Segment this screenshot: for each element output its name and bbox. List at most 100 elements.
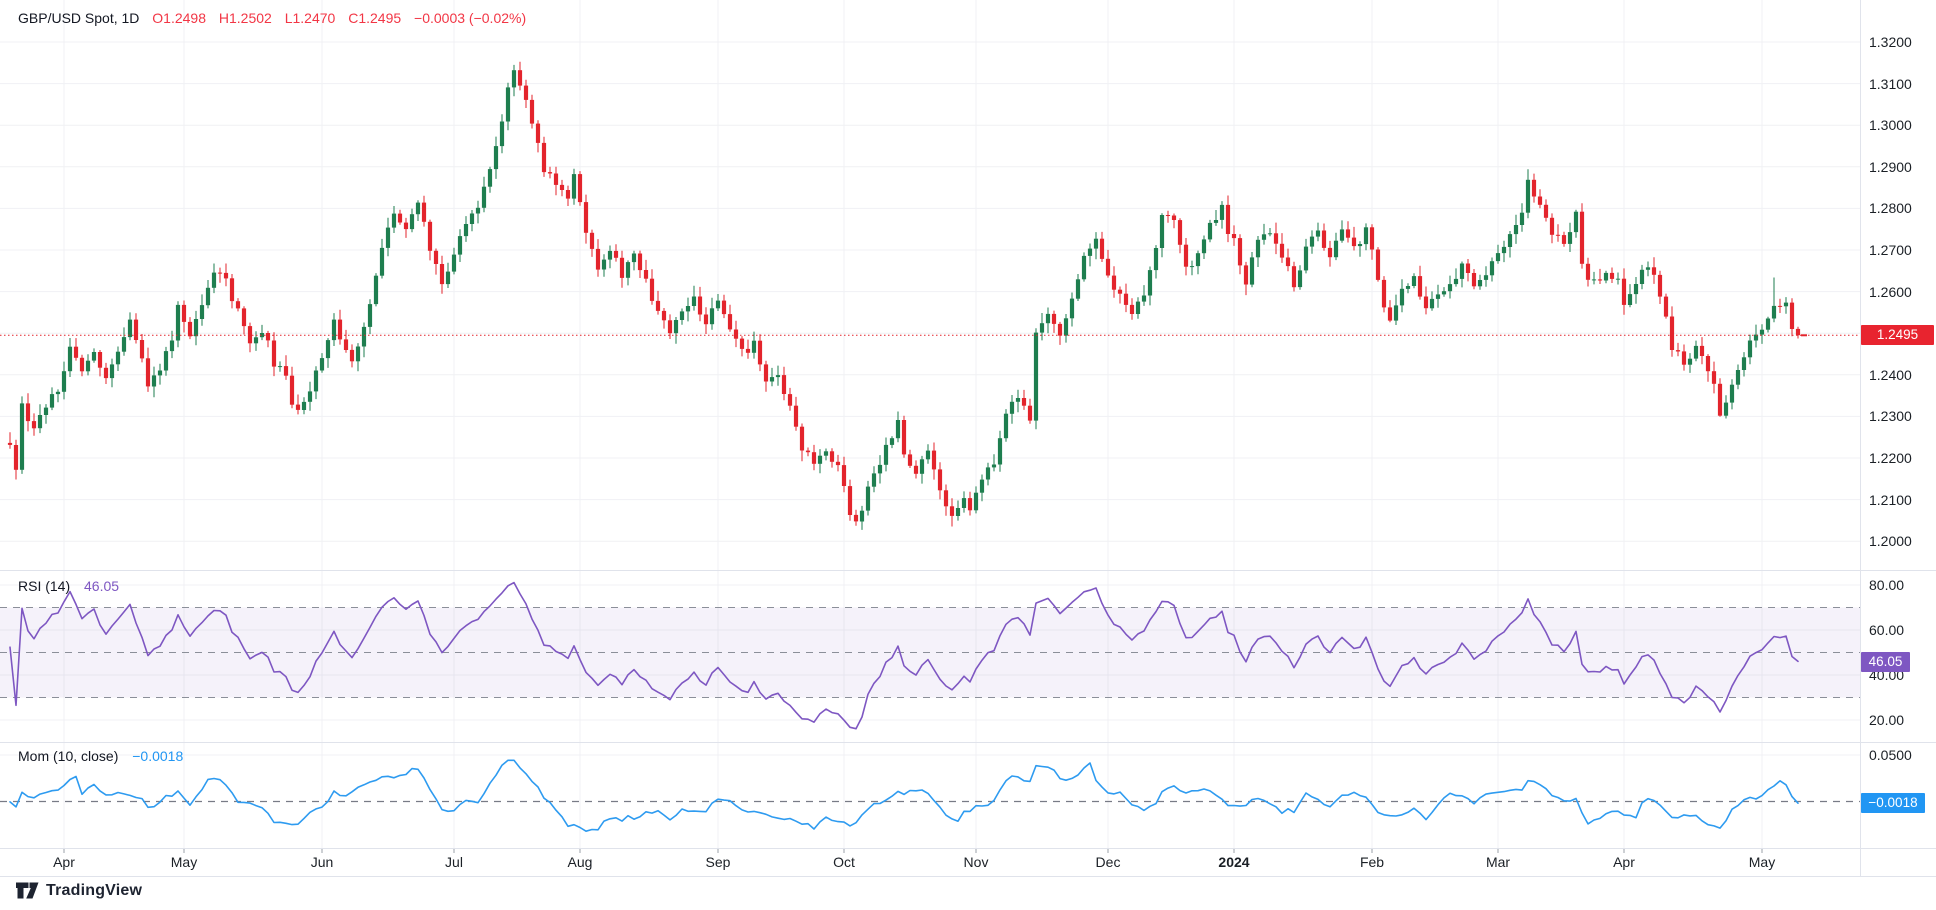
time-axis-label[interactable]: May [170,854,198,870]
candle-body [1171,215,1177,220]
time-axis-label[interactable]: Dec [1095,854,1121,870]
time-axis-label[interactable]: Aug [567,854,593,870]
candle-body [1573,211,1579,233]
candle-body [751,340,757,353]
time-axis-label[interactable]: May [1748,854,1776,870]
rsi-line [9,581,1799,730]
candle-body [367,304,373,327]
ohlc-close: C1.2495 [348,10,402,26]
candle-body [991,464,997,468]
candle-body [1777,305,1783,307]
price-axis-label: 1.2000 [1869,533,1912,550]
candle-body [1621,278,1627,305]
candle-body [1765,318,1771,330]
candle-body [19,403,25,470]
candle-body [1537,196,1543,205]
time-axis-label[interactable]: Nov [963,854,989,870]
candle-body [271,340,277,367]
candle-body [1267,233,1273,235]
tradingview-logo[interactable]: TradingView [16,881,142,900]
candle-body [715,300,721,309]
candle-body [1609,272,1615,279]
candle-body [79,357,85,372]
time-axis-label[interactable]: Jun [310,854,334,870]
candle-body [913,465,919,474]
rsi-legend[interactable]: RSI (14) 46.05 [18,578,119,594]
candle-body [1459,263,1465,279]
candle-body [1207,222,1213,240]
candle-body [373,275,379,305]
candle-body [1561,235,1567,244]
candle-body [1213,220,1219,223]
price-axis-label: 1.2100 [1869,491,1912,508]
candle-body [1027,405,1033,421]
candle-body [1585,263,1591,280]
candle-body [163,351,169,371]
time-axis-label[interactable]: Jul [445,854,463,870]
candle-body [547,172,553,174]
time-axis-label[interactable]: 2024 [1218,854,1250,870]
candle-body [1003,413,1009,439]
candle-body [193,319,199,337]
candle-body [1699,345,1705,356]
tradingview-logo-text: TradingView [46,881,143,899]
candle-body [709,308,715,325]
candle-body [871,473,877,487]
candle-body [1369,227,1375,250]
candle-body [1345,229,1351,238]
time-axis-label[interactable]: Oct [833,854,855,870]
candle-body [1411,276,1417,286]
candle-body [1339,229,1345,241]
candle-body [511,70,517,88]
candle-body [295,404,301,410]
candle-body [1519,212,1525,225]
candle-body [1483,275,1489,280]
candle-body [865,486,871,511]
candle-body [223,272,229,279]
candle-body [1315,230,1321,237]
candle-body [1099,238,1105,259]
candle-body [961,498,967,508]
candle-body [1189,266,1195,268]
candle-body [895,420,901,439]
time-axis-label[interactable]: Mar [1485,854,1511,870]
candle-body [631,253,637,263]
candle-body [985,467,991,480]
candle-body [1549,217,1555,235]
candle-body [1183,244,1189,267]
ohlc-low: L1.2470 [284,10,336,26]
candle-body [697,296,703,315]
time-axis-label[interactable]: Apr [53,854,75,870]
symbol-legend[interactable]: GBP/USD Spot, 1D O1.2498 H1.2502 L1.2470… [18,10,526,26]
candle-body [1753,334,1759,341]
candle-body [487,169,493,187]
candle-body [1447,284,1453,292]
candle-body [1063,318,1069,336]
candle-body [1243,265,1249,285]
candle-body [1477,280,1483,287]
candle-body [1663,296,1669,317]
candle-body [1147,270,1153,296]
mom-legend[interactable]: Mom (10, close) −0.0018 [18,748,183,764]
time-axis-label[interactable]: Apr [1613,854,1635,870]
candle-body [1423,296,1429,309]
time-axis-label[interactable]: Feb [1359,854,1385,870]
candle-body [1057,323,1063,336]
candle-body [1363,227,1369,245]
candle-body [1135,301,1141,314]
candle-body [1015,398,1021,402]
rsi-axis-label: 20.00 [1869,712,1905,728]
candle-body [1783,302,1789,307]
candle-body [307,391,313,402]
candle-body [31,421,37,429]
candle-body [799,426,805,451]
candle-body [919,459,925,474]
candle-body [37,415,43,429]
candle-body [205,287,211,306]
time-axis-label[interactable]: Sep [705,854,731,870]
candle-body [589,232,595,249]
candle-body [1729,384,1735,403]
candle-body [115,351,121,365]
candle-body [415,202,421,215]
